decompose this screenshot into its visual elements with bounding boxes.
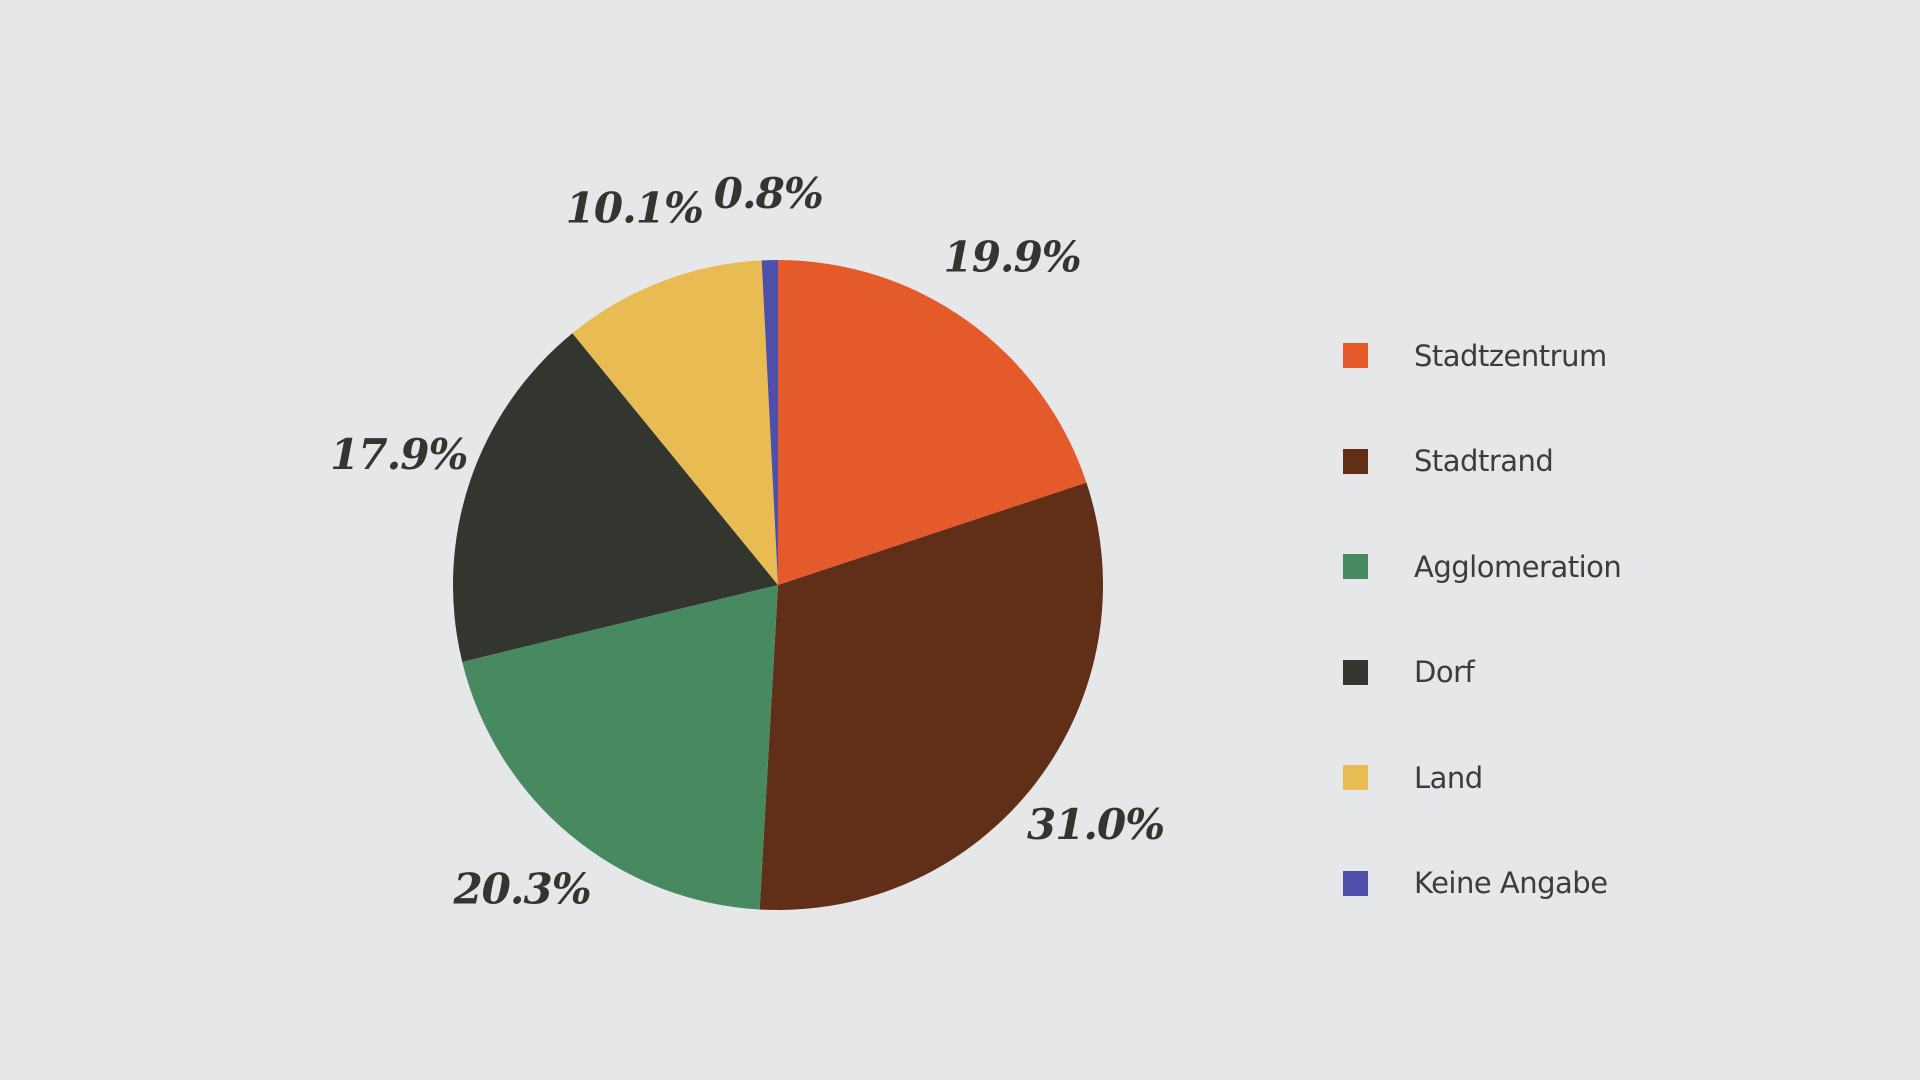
legend-item: Land xyxy=(1343,725,1621,831)
pie-slice-land xyxy=(572,260,778,585)
slice-value-label: 0.8% xyxy=(714,169,823,218)
legend-item: Dorf xyxy=(1343,620,1621,726)
pie-slice-dorf xyxy=(453,333,778,662)
slice-value-label: 17.9% xyxy=(330,430,467,479)
pie-slice-agglomeration xyxy=(462,585,778,910)
legend-swatch xyxy=(1343,554,1368,580)
legend-swatch xyxy=(1343,448,1368,474)
legend-label: Keine Angabe xyxy=(1414,866,1608,901)
pie-slice-stadtrand xyxy=(759,482,1103,910)
slice-value-label: 19.9% xyxy=(943,233,1080,282)
legend-swatch xyxy=(1343,870,1368,896)
legend-item: Agglomeration xyxy=(1343,514,1622,620)
slice-value-label: 10.1% xyxy=(566,184,703,233)
legend-label: Stadtzentrum xyxy=(1414,338,1607,373)
legend-swatch xyxy=(1343,765,1368,791)
legend-item: Keine Angabe xyxy=(1343,831,1621,937)
slice-value-label: 20.3% xyxy=(452,864,590,913)
legend: Stadtzentrum Stadtrand Agglomeration Dor… xyxy=(1343,303,1622,937)
legend-swatch xyxy=(1343,343,1368,369)
legend-item: Stadtzentrum xyxy=(1343,303,1621,409)
pie-slice-stadtzentrum xyxy=(778,260,1087,585)
legend-swatch xyxy=(1343,659,1368,685)
legend-label: Agglomeration xyxy=(1414,549,1622,584)
legend-label: Stadtrand xyxy=(1414,444,1554,479)
legend-label: Land xyxy=(1414,760,1483,795)
pie-value-labels: 19.9% 31.0% 20.3% 17.9% 10.1% 0.8% xyxy=(330,169,1165,913)
legend-label: Dorf xyxy=(1414,655,1475,690)
legend-item: Stadtrand xyxy=(1343,409,1621,515)
pie-slices xyxy=(453,260,1103,910)
slice-value-label: 31.0% xyxy=(1027,800,1164,849)
pie-slice-keine-angabe xyxy=(761,260,778,585)
